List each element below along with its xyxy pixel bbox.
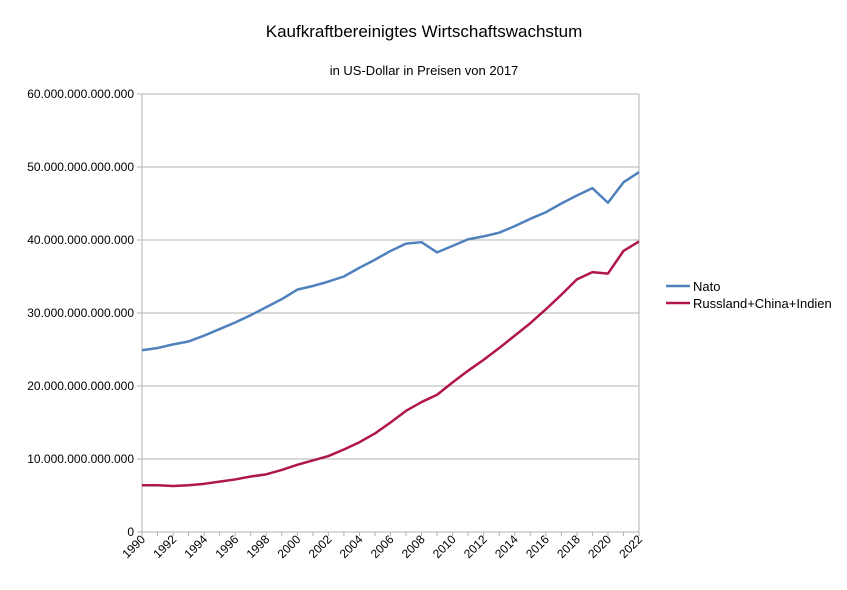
series-line-nato	[141, 171, 640, 352]
axes	[137, 93, 640, 536]
series-line-russland-china-indien	[142, 240, 640, 488]
y-tick-label: 30.000.000.000.000	[27, 306, 134, 320]
x-tick-label: 2020	[585, 532, 614, 561]
x-tick-label: 2008	[399, 532, 428, 561]
x-tick-label: 2006	[368, 532, 397, 561]
legend-label-russland-china-indien: Russland+China+Indien	[693, 296, 832, 311]
y-tick-label: 40.000.000.000.000	[27, 233, 134, 247]
x-tick-label: 2012	[461, 532, 490, 561]
x-axis-tick-labels: 1990 1992 1994 1996 1998 2000 2002 2004 2006 2008…	[119, 532, 645, 561]
x-tick-label: 1992	[150, 532, 179, 561]
x-tick-label: 2010	[430, 532, 459, 561]
x-tick-label: 2014	[492, 532, 521, 561]
x-tick-label: 2018	[554, 532, 583, 561]
y-axis-tick-labels: 0 10.000.000.000.000 20.000.000.000.000 30.…	[27, 87, 134, 539]
x-tick-label: 2004	[337, 532, 366, 561]
x-tick-label: 1996	[213, 532, 242, 561]
legend-label-nato: Nato	[693, 279, 720, 294]
y-tick-label: 60.000.000.000.000	[27, 87, 134, 101]
x-tick-label: 2022	[616, 532, 645, 561]
y-tick-label: 50.000.000.000.000	[27, 160, 134, 174]
x-tick-label: 2002	[306, 532, 335, 561]
plot-area	[141, 171, 640, 488]
x-tick-label: 2000	[275, 532, 304, 561]
x-tick-label: 1998	[244, 532, 273, 561]
x-tick-label: 1994	[181, 532, 210, 561]
chart-subtitle: in US-Dollar in Preisen von 2017	[330, 63, 519, 78]
legend: Nato Russland+China+Indien	[666, 279, 832, 311]
gridlines	[142, 93, 639, 460]
legend-item-nato: Nato	[666, 279, 720, 294]
y-tick-label: 10.000.000.000.000	[27, 452, 134, 466]
y-tick-label: 0	[127, 525, 134, 539]
legend-item-russland-china-indien: Russland+China+Indien	[666, 296, 832, 311]
x-tick-label: 1990	[119, 532, 148, 561]
y-tick-label: 20.000.000.000.000	[27, 379, 134, 393]
x-tick-label: 2016	[523, 532, 552, 561]
chart-title: Kaufkraftbereinigtes Wirtschaftswachstum	[266, 22, 583, 41]
